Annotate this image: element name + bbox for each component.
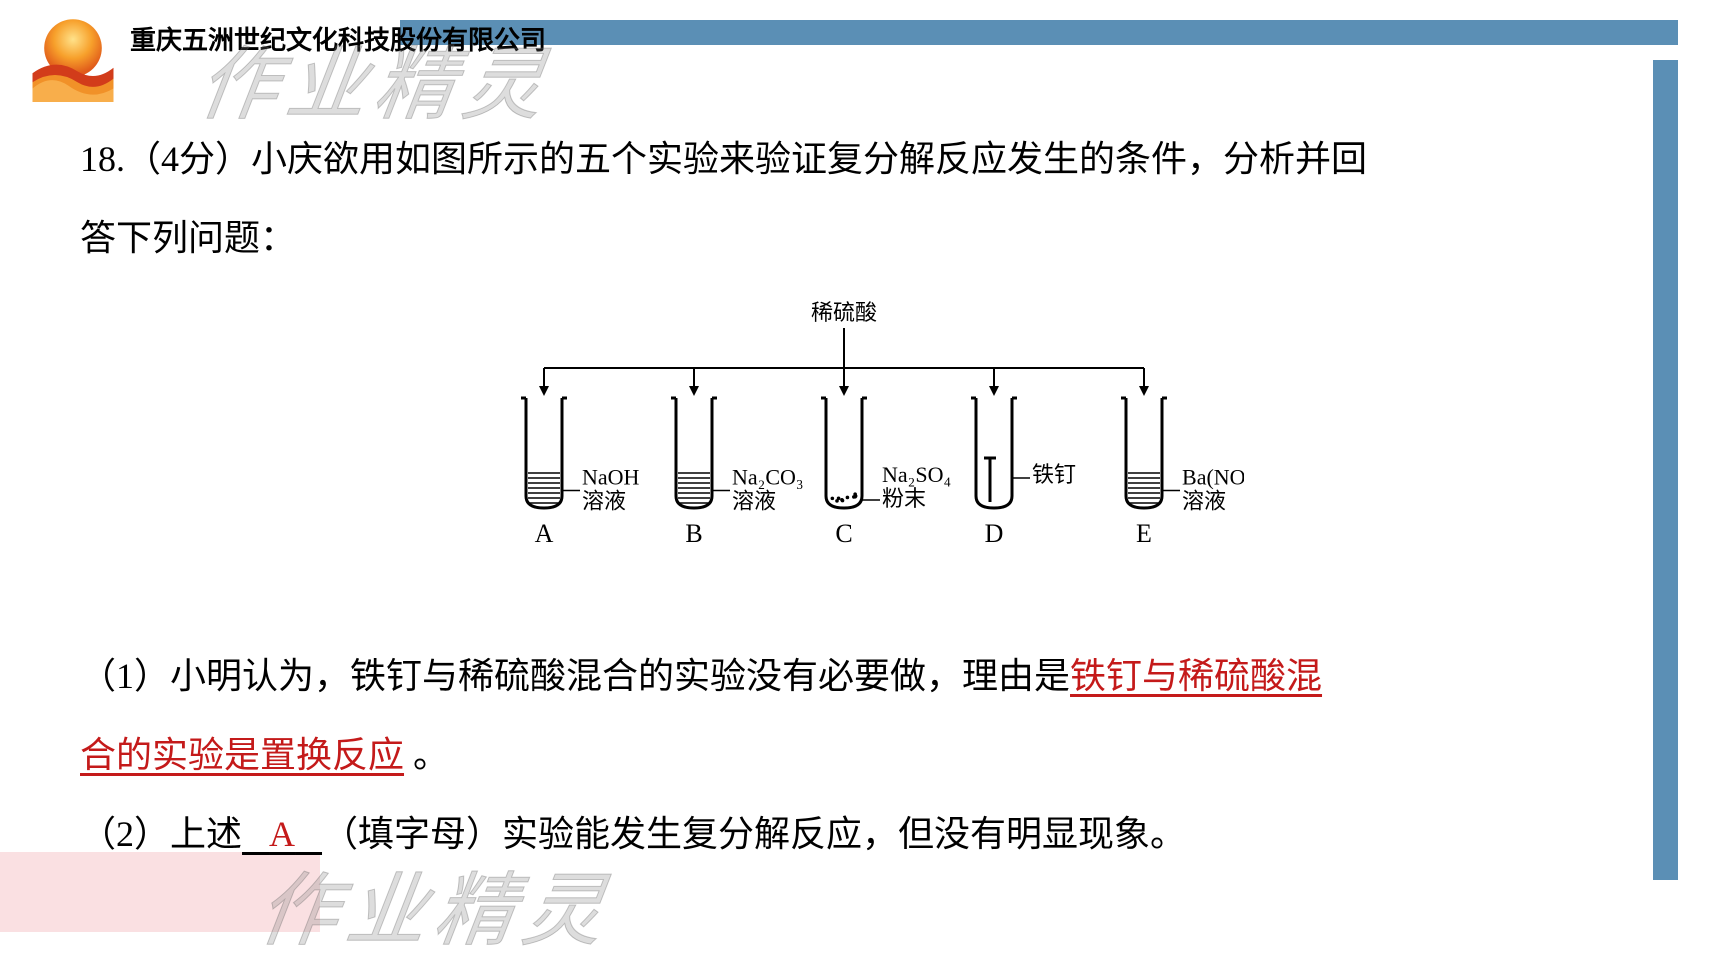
period1: 。 [413, 735, 449, 775]
top-decorative-bar [400, 20, 1678, 45]
svg-text:B: B [685, 519, 702, 548]
svg-text:D: D [985, 519, 1004, 548]
svg-text:Na₂SO₄: Na₂SO₄ [882, 462, 951, 487]
svg-text:溶液: 溶液 [732, 489, 776, 514]
svg-text:溶液: 溶液 [1182, 489, 1226, 514]
svg-text:粉末: 粉末 [882, 486, 926, 511]
answer1b: 合的实验是置换反应 [80, 735, 404, 775]
svg-text:Ba(NO₃)₂: Ba(NO₃)₂ [1182, 465, 1244, 490]
part1-prefix: （1）小明认为，铁钉与稀硫酸混合的实验没有必要做，理由是 [80, 656, 1070, 696]
part2-line: （2）上述 A （填字母）实验能发生复分解反应，但没有明显现象。 [80, 795, 1608, 874]
question-stem-line2: 答下列问题： [80, 199, 1608, 278]
svg-text:NaOH: NaOH [582, 465, 640, 490]
svg-text:溶液: 溶液 [582, 489, 626, 514]
answer1a: 铁钉与稀硫酸混 [1070, 656, 1322, 696]
part2-mid: （填字母）实验能发生复分解反应，但没有明显现象。 [322, 814, 1186, 854]
part2-prefix: （2）上述 [80, 814, 242, 854]
svg-text:E: E [1136, 519, 1152, 548]
answer2: A [269, 814, 295, 854]
question-stem-line1: 18.（4分）小庆欲用如图所示的五个实验来验证复分解反应发生的条件，分析并回 [80, 120, 1608, 199]
right-decorative-bar [1653, 60, 1678, 880]
question-stem1: 小庆欲用如图所示的五个实验来验证复分解反应发生的条件，分析并回 [251, 139, 1367, 179]
svg-text:Na₂CO₃: Na₂CO₃ [732, 465, 804, 490]
question-content: 18.（4分）小庆欲用如图所示的五个实验来验证复分解反应发生的条件，分析并回 答… [80, 120, 1608, 874]
svg-text:稀硫酸: 稀硫酸 [811, 300, 877, 325]
experiment-diagram: 稀硫酸NaOH溶液ANa₂CO₃溶液BNa₂SO₄粉末C铁钉DBa(NO₃)₂溶… [80, 298, 1608, 626]
svg-text:铁钉: 铁钉 [1032, 462, 1076, 487]
question-points: （4分） [125, 139, 251, 179]
company-logo [28, 12, 118, 102]
part1-line2: 合的实验是置换反应 。 [80, 716, 1608, 795]
question-number: 18. [80, 139, 125, 179]
svg-text:C: C [835, 519, 852, 548]
svg-text:A: A [535, 519, 554, 548]
company-name: 重庆五洲世纪文化科技股份有限公司 [130, 20, 546, 57]
part1-line1: （1）小明认为，铁钉与稀硫酸混合的实验没有必要做，理由是铁钉与稀硫酸混 [80, 637, 1608, 716]
